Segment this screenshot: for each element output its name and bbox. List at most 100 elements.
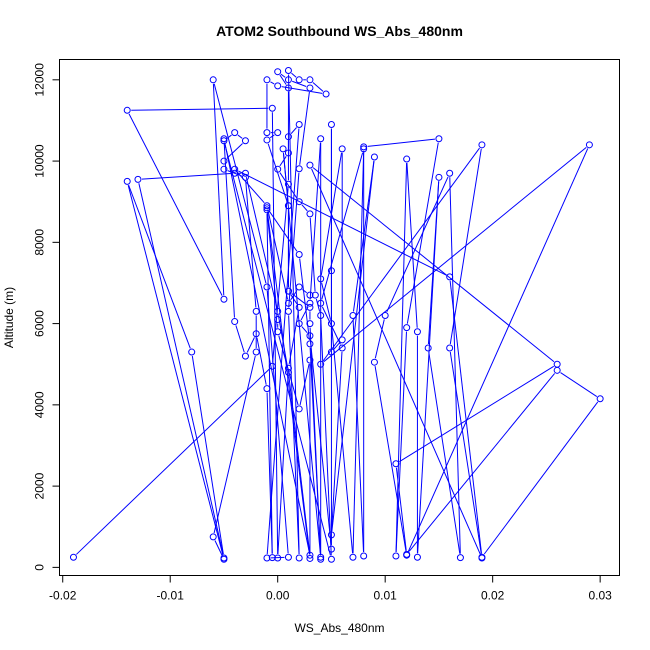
series-segment xyxy=(560,372,598,397)
data-point xyxy=(295,283,303,291)
series-segment xyxy=(331,160,375,531)
data-point xyxy=(338,145,346,153)
data-point xyxy=(327,531,335,539)
data-point xyxy=(317,360,325,368)
data-point xyxy=(424,344,432,352)
data-point xyxy=(123,106,131,114)
x-tick-label: -0.02 xyxy=(49,589,77,603)
data-point xyxy=(413,553,421,561)
data-point xyxy=(263,202,271,210)
data-point xyxy=(349,553,357,561)
x-axis: -0.02 -0.01 0.00 0.01 0.02 0.03 xyxy=(49,575,612,603)
x-tick-label: -0.01 xyxy=(157,589,185,603)
series-segment xyxy=(226,143,243,159)
data-point xyxy=(220,157,228,165)
data-point xyxy=(478,553,486,561)
data-point xyxy=(69,553,77,561)
series-segment xyxy=(288,74,300,555)
series-segment xyxy=(290,127,297,135)
data-point xyxy=(392,460,400,468)
series-segment xyxy=(212,83,225,296)
data-point xyxy=(274,316,282,324)
data-point xyxy=(322,90,330,98)
series-segment xyxy=(224,142,310,552)
series-segment xyxy=(128,184,191,349)
series-segment xyxy=(138,183,224,555)
data-point xyxy=(134,175,142,183)
data-point xyxy=(263,204,271,212)
data-point xyxy=(370,153,378,161)
data-point xyxy=(284,368,292,376)
data-point xyxy=(553,366,561,374)
data-point xyxy=(403,324,411,332)
data-point xyxy=(284,299,292,307)
series-segment xyxy=(279,156,287,167)
series-segment xyxy=(266,213,273,554)
data-point xyxy=(123,177,131,185)
data-point xyxy=(311,291,319,299)
data-point xyxy=(306,84,314,92)
data-point xyxy=(370,358,378,366)
data-point xyxy=(274,82,282,90)
data-point xyxy=(252,348,260,356)
series-segment xyxy=(309,339,332,546)
data-point xyxy=(295,251,303,259)
data-point xyxy=(360,145,368,153)
data-point xyxy=(306,340,314,348)
y-tick-label: 8000 xyxy=(33,229,47,256)
y-tick-label: 6000 xyxy=(33,310,47,337)
series-segment xyxy=(237,134,243,139)
series-segment xyxy=(309,327,322,556)
x-tick-label: 0.01 xyxy=(374,589,398,603)
series-segment xyxy=(235,325,245,353)
series-segment xyxy=(321,282,331,320)
data-point xyxy=(284,364,292,372)
data-point xyxy=(306,551,314,559)
series-segment xyxy=(281,86,323,94)
series-segment xyxy=(292,80,307,87)
series-segment xyxy=(428,351,461,554)
series-segment xyxy=(312,167,555,363)
data-point xyxy=(263,206,271,214)
data-point xyxy=(284,84,292,92)
data-series xyxy=(69,66,604,563)
y-tick-label: 12000 xyxy=(33,63,47,97)
data-point xyxy=(268,104,276,112)
data-point xyxy=(306,291,314,299)
data-point xyxy=(446,169,454,177)
data-point xyxy=(252,307,260,315)
data-point xyxy=(327,121,335,129)
series-segment xyxy=(279,172,298,199)
y-axis: 0 2000 4000 6000 8000 10000 12000 xyxy=(33,63,60,571)
series-segment xyxy=(288,172,300,308)
data-point xyxy=(317,555,325,563)
series-segment xyxy=(374,319,385,359)
data-point xyxy=(306,332,314,340)
data-point xyxy=(284,287,292,295)
data-point xyxy=(327,348,335,356)
series-segment xyxy=(408,373,556,552)
data-point xyxy=(284,149,292,157)
data-point xyxy=(263,385,271,393)
series-segment xyxy=(266,392,273,554)
series-segment xyxy=(449,148,482,345)
series-segment xyxy=(236,171,265,204)
series-segment xyxy=(407,148,589,552)
data-point xyxy=(274,68,282,76)
data-point xyxy=(263,129,271,137)
data-point xyxy=(209,533,217,541)
series-segment xyxy=(320,319,332,556)
chart-title: ATOM2 Southbound WS_Abs_480nm xyxy=(216,23,463,39)
series-segment xyxy=(128,113,223,296)
data-point xyxy=(263,136,271,144)
series-segment xyxy=(352,152,365,554)
data-point xyxy=(241,352,249,360)
series-segment xyxy=(322,147,480,362)
x-tick-label: 0.03 xyxy=(588,589,612,603)
data-point xyxy=(220,135,228,143)
data-point xyxy=(317,135,325,143)
data-point xyxy=(295,303,303,311)
series-segment xyxy=(323,146,587,363)
series-segment xyxy=(333,342,340,350)
